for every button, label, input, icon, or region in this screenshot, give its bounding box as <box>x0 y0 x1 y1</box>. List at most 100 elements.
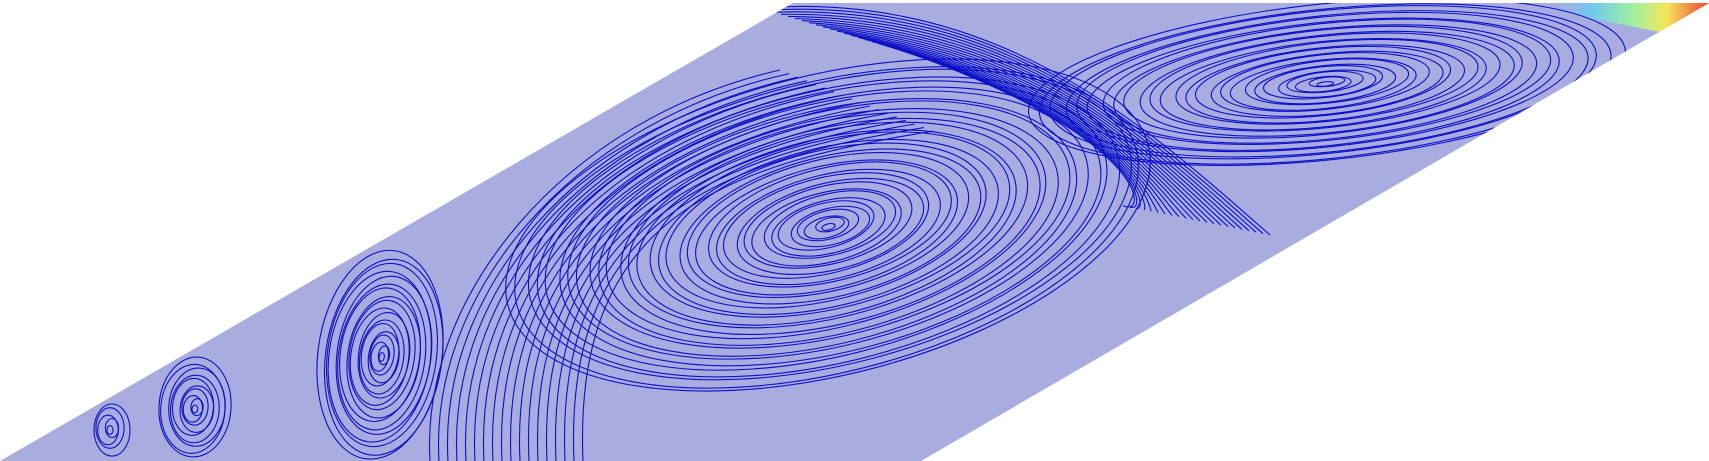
streamline <box>766 8 1264 235</box>
streamline <box>1139 30 1515 137</box>
streamline <box>716 168 941 286</box>
streamline <box>843 32 1187 219</box>
streamline <box>906 51 1135 208</box>
streamline <box>446 76 799 461</box>
streamline <box>1049 5 1597 160</box>
streamline <box>836 30 1194 220</box>
streamline <box>695 159 959 296</box>
streamline <box>1038 3 1612 165</box>
streamline <box>339 287 421 423</box>
streamline <box>787 15 1243 230</box>
streamline <box>796 208 860 242</box>
domain <box>0 3 1709 461</box>
streamline <box>1294 75 1352 93</box>
streamline <box>158 356 232 458</box>
streamline <box>803 215 850 240</box>
streamline <box>1076 11 1574 153</box>
streamline <box>1210 50 1444 117</box>
streamline <box>777 200 875 251</box>
streamline <box>1229 57 1417 111</box>
streamline <box>581 130 934 461</box>
streamline <box>545 116 898 461</box>
streamline <box>686 151 970 299</box>
streamline <box>790 205 871 248</box>
streamline <box>518 105 871 461</box>
streamline <box>605 111 1047 340</box>
streamline <box>482 91 835 461</box>
streamline <box>464 83 817 461</box>
streamline <box>1175 38 1479 125</box>
streamline <box>455 80 808 461</box>
streamline <box>473 87 826 461</box>
streamline <box>160 363 226 454</box>
streamline <box>325 262 439 448</box>
streamline <box>636 129 1017 326</box>
streamline <box>1113 24 1538 144</box>
streamline <box>554 119 907 461</box>
streamline <box>1286 70 1364 94</box>
streamline <box>97 414 119 446</box>
streamline <box>1185 44 1466 124</box>
streamline <box>437 73 790 461</box>
streamline <box>771 197 886 257</box>
streamline <box>878 43 1152 212</box>
streamline <box>491 94 844 461</box>
streamline <box>1149 32 1501 132</box>
streamline <box>1254 63 1397 105</box>
streamline <box>337 283 427 431</box>
streamline <box>736 177 925 276</box>
streamline <box>763 190 897 259</box>
streamline <box>808 22 1222 226</box>
streamline <box>822 26 1208 223</box>
streamline <box>509 101 862 461</box>
streamlines <box>93 3 1709 461</box>
streamline <box>679 148 982 305</box>
streamline <box>751 188 902 267</box>
streamline <box>191 404 199 414</box>
streamline <box>169 374 220 444</box>
streamline <box>370 341 390 372</box>
streamline <box>377 345 391 366</box>
streamline <box>1194 45 1452 119</box>
streamline <box>349 307 410 406</box>
streamline <box>378 352 385 362</box>
streamline <box>759 6 1271 236</box>
streamline <box>1027 3 1627 167</box>
streamline <box>348 299 416 411</box>
streamline <box>1308 76 1346 88</box>
streamline <box>885 45 1146 211</box>
streamline <box>1065 10 1589 158</box>
streamline <box>665 142 987 309</box>
streamline <box>1220 52 1430 112</box>
streamline <box>821 222 836 231</box>
streamline <box>780 13 1250 232</box>
streamline <box>367 331 400 384</box>
streamline <box>649 131 1011 318</box>
streamline <box>722 172 930 279</box>
streamline <box>815 216 845 233</box>
streamline <box>171 377 215 436</box>
streamline <box>181 388 209 426</box>
velocity-hotspot <box>1540 3 1709 32</box>
streamline <box>536 112 889 461</box>
streamline <box>871 41 1159 213</box>
streamline <box>500 98 853 461</box>
streamline <box>773 11 1257 233</box>
streamline <box>190 398 204 417</box>
streamline <box>850 34 1180 218</box>
streamline <box>575 98 1078 357</box>
streamline <box>358 319 405 395</box>
streamline <box>801 20 1229 228</box>
streamline <box>1123 25 1523 139</box>
streamline <box>360 322 400 387</box>
streamline <box>527 109 880 461</box>
streamline <box>182 395 204 423</box>
streamline <box>567 90 1089 360</box>
streamline <box>327 270 432 443</box>
streamline <box>1277 69 1377 98</box>
streamline <box>708 161 952 288</box>
streamline <box>627 121 1029 329</box>
streamline <box>829 28 1201 222</box>
